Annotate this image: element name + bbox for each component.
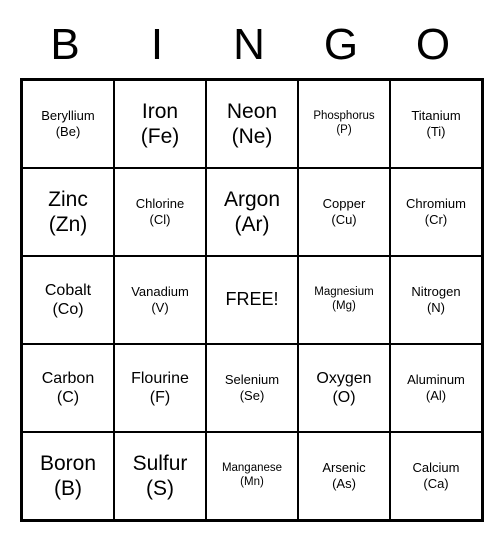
element-symbol: (S): [146, 476, 174, 501]
bingo-cell[interactable]: Calcium(Ca): [390, 432, 482, 520]
element-name: Nitrogen: [411, 284, 460, 300]
element-name: Aluminum: [407, 372, 465, 388]
bingo-cell[interactable]: Iron(Fe): [114, 80, 206, 168]
element-name: Chlorine: [136, 196, 184, 212]
bingo-card: B I N G O Beryllium(Be)Iron(Fe)Neon(Ne)P…: [20, 20, 480, 522]
element-symbol: (V): [151, 300, 168, 316]
element-symbol: (Be): [56, 124, 81, 140]
element-symbol: (Zn): [49, 212, 88, 237]
element-symbol: (Co): [52, 300, 83, 319]
bingo-cell[interactable]: Cobalt(Co): [22, 256, 114, 344]
element-symbol: (Fe): [141, 124, 180, 149]
bingo-cell[interactable]: Nitrogen(N): [390, 256, 482, 344]
element-name: Magnesium: [314, 286, 373, 300]
element-name: Neon: [227, 99, 277, 124]
header-letter-b: B: [20, 20, 112, 70]
element-name: Cobalt: [45, 281, 91, 300]
free-cell[interactable]: FREE!: [206, 256, 298, 344]
element-name: Iron: [142, 99, 178, 124]
header-letter-i: I: [112, 20, 204, 70]
header-letter-o: O: [388, 20, 480, 70]
element-symbol: (Ne): [232, 124, 273, 149]
bingo-cell[interactable]: Selenium(Se): [206, 344, 298, 432]
element-symbol: (Mg): [332, 300, 356, 314]
element-name: Vanadium: [131, 284, 189, 300]
bingo-cell[interactable]: Chlorine(Cl): [114, 168, 206, 256]
element-name: Oxygen: [316, 369, 371, 388]
element-symbol: (Ti): [426, 124, 445, 140]
element-symbol: (Al): [426, 388, 446, 404]
bingo-cell[interactable]: Arsenic(As): [298, 432, 390, 520]
bingo-cell[interactable]: Sulfur(S): [114, 432, 206, 520]
element-name: Titanium: [411, 108, 460, 124]
element-symbol: (F): [150, 388, 170, 407]
element-name: Carbon: [42, 369, 94, 388]
free-label: FREE!: [225, 289, 278, 311]
element-symbol: (B): [54, 476, 82, 501]
element-name: Selenium: [225, 372, 279, 388]
element-name: Phosphorus: [313, 110, 374, 124]
bingo-grid: Beryllium(Be)Iron(Fe)Neon(Ne)Phosphorus(…: [20, 78, 484, 522]
bingo-cell[interactable]: Neon(Ne): [206, 80, 298, 168]
element-symbol: (Mn): [240, 476, 264, 490]
element-symbol: (Cu): [331, 212, 356, 228]
bingo-cell[interactable]: Oxygen(O): [298, 344, 390, 432]
element-name: Boron: [40, 451, 96, 476]
bingo-cell[interactable]: Manganese(Mn): [206, 432, 298, 520]
element-name: Manganese: [222, 462, 282, 476]
element-name: Beryllium: [41, 108, 94, 124]
bingo-cell[interactable]: Beryllium(Be): [22, 80, 114, 168]
bingo-header-row: B I N G O: [20, 20, 480, 70]
element-name: Arsenic: [322, 460, 365, 476]
element-symbol: (N): [427, 300, 445, 316]
element-symbol: (Ar): [235, 212, 270, 237]
bingo-cell[interactable]: Titanium(Ti): [390, 80, 482, 168]
bingo-cell[interactable]: Carbon(C): [22, 344, 114, 432]
header-letter-g: G: [296, 20, 388, 70]
bingo-cell[interactable]: Phosphorus(P): [298, 80, 390, 168]
element-name: Flourine: [131, 369, 189, 388]
element-name: Calcium: [413, 460, 460, 476]
element-name: Sulfur: [133, 451, 188, 476]
header-letter-n: N: [204, 20, 296, 70]
element-symbol: (Cr): [425, 212, 447, 228]
element-symbol: (Se): [240, 388, 265, 404]
bingo-cell[interactable]: Boron(B): [22, 432, 114, 520]
bingo-cell[interactable]: Magnesium(Mg): [298, 256, 390, 344]
bingo-cell[interactable]: Vanadium(V): [114, 256, 206, 344]
element-name: Copper: [323, 196, 366, 212]
bingo-cell[interactable]: Chromium(Cr): [390, 168, 482, 256]
element-symbol: (P): [336, 124, 351, 138]
element-symbol: (C): [57, 388, 79, 407]
element-name: Zinc: [48, 187, 88, 212]
element-name: Chromium: [406, 196, 466, 212]
bingo-cell[interactable]: Copper(Cu): [298, 168, 390, 256]
element-symbol: (Ca): [423, 476, 448, 492]
element-symbol: (Cl): [150, 212, 171, 228]
bingo-cell[interactable]: Zinc(Zn): [22, 168, 114, 256]
element-symbol: (O): [332, 388, 355, 407]
element-name: Argon: [224, 187, 280, 212]
bingo-cell[interactable]: Aluminum(Al): [390, 344, 482, 432]
bingo-cell[interactable]: Argon(Ar): [206, 168, 298, 256]
element-symbol: (As): [332, 476, 356, 492]
bingo-cell[interactable]: Flourine(F): [114, 344, 206, 432]
